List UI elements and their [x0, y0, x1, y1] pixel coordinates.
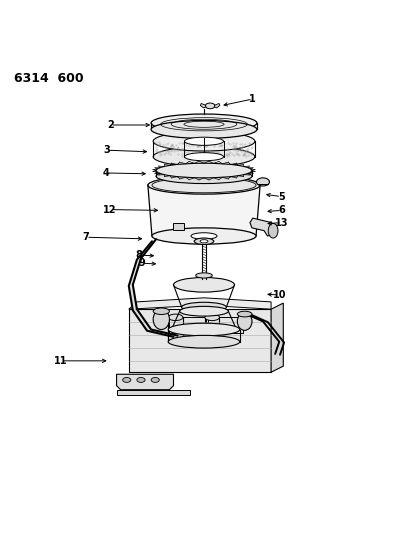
Ellipse shape [168, 335, 240, 348]
Ellipse shape [180, 306, 228, 316]
Ellipse shape [137, 377, 145, 382]
Ellipse shape [151, 377, 159, 382]
Ellipse shape [152, 177, 256, 193]
Text: 8: 8 [135, 250, 142, 260]
Polygon shape [208, 317, 243, 333]
Polygon shape [250, 218, 276, 236]
Ellipse shape [184, 152, 224, 161]
Text: 6314  600: 6314 600 [14, 72, 83, 85]
Polygon shape [147, 329, 177, 337]
Ellipse shape [237, 312, 252, 330]
Ellipse shape [151, 120, 257, 139]
Ellipse shape [173, 278, 235, 292]
Ellipse shape [156, 169, 252, 183]
Ellipse shape [168, 314, 183, 320]
Ellipse shape [148, 176, 260, 194]
Ellipse shape [153, 308, 169, 314]
Polygon shape [129, 298, 271, 309]
Ellipse shape [151, 114, 257, 132]
Polygon shape [200, 103, 206, 108]
Ellipse shape [152, 228, 256, 244]
Text: 12: 12 [103, 205, 116, 215]
Polygon shape [173, 223, 184, 230]
Text: 1: 1 [249, 94, 256, 104]
Text: 11: 11 [54, 356, 68, 366]
Ellipse shape [191, 233, 217, 239]
Text: 10: 10 [273, 290, 286, 300]
Ellipse shape [237, 311, 252, 317]
Ellipse shape [123, 377, 131, 382]
Text: 2: 2 [107, 120, 114, 130]
Ellipse shape [184, 137, 224, 146]
Ellipse shape [200, 240, 208, 243]
Polygon shape [133, 309, 151, 331]
Polygon shape [137, 239, 156, 260]
Ellipse shape [194, 238, 214, 245]
Text: 13: 13 [275, 217, 289, 228]
Ellipse shape [196, 273, 212, 278]
Ellipse shape [205, 314, 220, 320]
Ellipse shape [205, 103, 215, 109]
Polygon shape [117, 374, 173, 390]
Text: 4: 4 [102, 168, 109, 178]
Polygon shape [129, 285, 137, 310]
Ellipse shape [153, 309, 169, 329]
Ellipse shape [268, 223, 278, 238]
Polygon shape [169, 317, 206, 333]
Polygon shape [129, 309, 271, 372]
Text: 9: 9 [139, 259, 146, 268]
Text: 7: 7 [83, 232, 89, 242]
Text: 6: 6 [279, 205, 286, 215]
Ellipse shape [171, 324, 237, 335]
Ellipse shape [153, 132, 255, 151]
Ellipse shape [153, 147, 255, 166]
Ellipse shape [257, 178, 269, 186]
Text: 3: 3 [104, 145, 111, 155]
Polygon shape [117, 390, 190, 394]
Ellipse shape [156, 163, 252, 178]
Polygon shape [129, 259, 141, 286]
Polygon shape [214, 103, 220, 108]
Polygon shape [271, 303, 283, 372]
Ellipse shape [182, 302, 226, 312]
Polygon shape [148, 185, 260, 236]
Text: 5: 5 [278, 191, 285, 201]
Ellipse shape [168, 323, 240, 336]
